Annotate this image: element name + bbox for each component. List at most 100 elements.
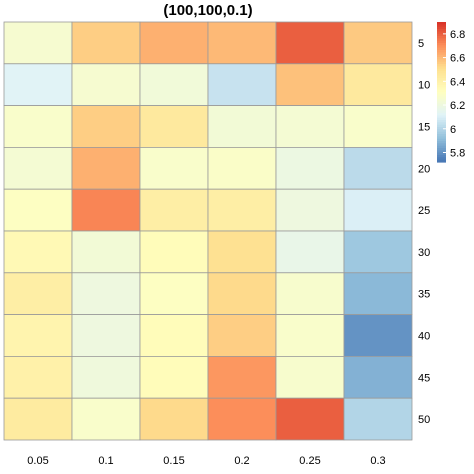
row-label: 40	[418, 331, 430, 343]
heatmap-cell-r8-c6	[343, 314, 413, 357]
heatmap-cell-r6-c2	[71, 230, 141, 274]
heatmap-cell-r10-c2	[71, 397, 141, 441]
colorbar-segment	[437, 33, 446, 37]
colorbar-segment	[437, 61, 446, 65]
heatmap-cell-r3-c2	[71, 105, 141, 148]
heatmap-cell-r4-c6	[343, 146, 413, 190]
chart-title: (100,100,0.1)	[163, 2, 252, 19]
colorbar-segment	[437, 120, 446, 123]
heatmap-cell-r1-c1	[3, 21, 73, 65]
heatmap-cell-r7-c5	[275, 272, 345, 315]
colorbar-segment	[437, 141, 446, 144]
colorbar-segment	[437, 155, 446, 158]
heatmap-cell-r7-c4	[207, 272, 277, 315]
heatmap-cell-r2-c1	[3, 63, 73, 106]
heatmap-cell-r9-c4	[207, 355, 277, 399]
heatmap-cell-r2-c4	[207, 63, 277, 106]
colorbar-segment	[437, 101, 446, 105]
colorbar-segment	[437, 138, 446, 142]
row-label: 35	[418, 289, 430, 301]
colorbar-segment	[437, 29, 446, 32]
colorbar-segment	[437, 122, 446, 126]
colorbar-tick-label: 6.2	[450, 100, 465, 112]
colorbar-segment	[437, 129, 446, 133]
heatmap-cell-r5-c2	[71, 188, 141, 232]
colorbar-tick-label: 6.8	[450, 29, 465, 41]
colorbar-tick-label: 6	[450, 124, 456, 136]
colorbar-segment	[437, 110, 446, 114]
heatmap-cell-r2-c6	[343, 63, 413, 106]
heatmap-cell-r3-c4	[207, 105, 277, 148]
heatmap-cell-r5-c6	[343, 188, 413, 232]
heatmap-cell-r9-c6	[343, 355, 413, 399]
colorbar-segment	[437, 124, 446, 128]
colorbar-segment	[437, 80, 446, 84]
heatmap-cell-r8-c4	[207, 314, 277, 357]
heatmap-cell-r1-c2	[71, 21, 141, 65]
heatmap-cell-r2-c2	[71, 63, 141, 106]
colorbar-segment	[437, 148, 446, 151]
heatmap-cell-r5-c1	[3, 188, 73, 232]
heatmap-cell-r4-c5	[275, 146, 345, 190]
colorbar-segment	[437, 45, 446, 49]
colorbar-segment	[437, 54, 446, 58]
column-label: 0.15	[163, 455, 184, 467]
colorbar-segment	[437, 113, 446, 116]
colorbar-segment	[437, 108, 446, 112]
colorbar-segment	[437, 47, 446, 51]
colorbar-segment	[437, 52, 446, 56]
colorbar-segment	[437, 36, 446, 39]
colorbar-segment	[437, 150, 446, 154]
column-label: 0.3	[370, 455, 385, 467]
heatmap-cell-r6-c6	[343, 230, 413, 274]
heatmap-cell-r3-c1	[3, 105, 73, 148]
column-label: 0.25	[299, 455, 320, 467]
heatmap-cell-r6-c1	[3, 230, 73, 274]
colorbar-tick-label: 6.6	[450, 53, 465, 65]
row-label: 45	[418, 372, 430, 384]
colorbar-segment	[437, 40, 446, 44]
colorbar-segment	[437, 26, 446, 30]
colorbar-segment	[437, 68, 446, 72]
heatmap-cell-r8-c1	[3, 314, 73, 357]
colorbar-segment	[437, 96, 446, 100]
colorbar-segment	[437, 75, 446, 79]
colorbar-segment	[437, 152, 446, 156]
colorbar-segment	[437, 106, 446, 109]
colorbar: 5.8 6 6.2 6.4 6.6 6.8	[437, 22, 465, 163]
colorbar-segment	[437, 92, 446, 95]
heatmap-cell-r1-c5	[275, 21, 345, 65]
colorbar-segment	[437, 145, 446, 149]
column-label: 0.2	[234, 455, 249, 467]
heatmap-cell-r8-c2	[71, 314, 141, 357]
row-label: 30	[418, 247, 430, 259]
heatmap-cell-r2-c3	[139, 63, 209, 106]
colorbar-segment	[437, 115, 446, 119]
heatmap-cell-r9-c5	[275, 355, 345, 399]
heatmap-cell-r6-c4	[207, 230, 277, 274]
colorbar-segment	[437, 85, 446, 88]
colorbar-segment	[437, 143, 446, 147]
heatmap-cell-r9-c2	[71, 355, 141, 399]
heatmap-cell-r1-c4	[207, 21, 277, 65]
heatmap-cell-r4-c2	[71, 146, 141, 190]
heatmap-cell-r7-c1	[3, 272, 73, 315]
row-labels: 5 10 15 20 25 30 35 40 45 50	[418, 38, 430, 426]
colorbar-segment	[437, 31, 446, 35]
colorbar-segment	[437, 159, 446, 163]
row-label: 10	[418, 80, 430, 92]
heatmap-cell-r8-c5	[275, 314, 345, 357]
colorbar-segment	[437, 131, 446, 135]
colorbar-segment	[437, 94, 446, 98]
heatmap-cell-r7-c2	[71, 272, 141, 315]
column-label: 0.1	[98, 455, 113, 467]
colorbar-tick-label: 6.4	[450, 76, 465, 88]
colorbar-segment	[437, 66, 446, 70]
colorbar-segment	[437, 22, 446, 25]
heatmap-cell-r9-c3	[139, 355, 209, 399]
colorbar-segment	[437, 117, 446, 121]
heatmap-cell-r10-c6	[343, 397, 413, 441]
colorbar-segment	[437, 136, 446, 140]
column-label: 0.05	[27, 455, 48, 467]
heatmap-cell-r3-c3	[139, 105, 209, 148]
